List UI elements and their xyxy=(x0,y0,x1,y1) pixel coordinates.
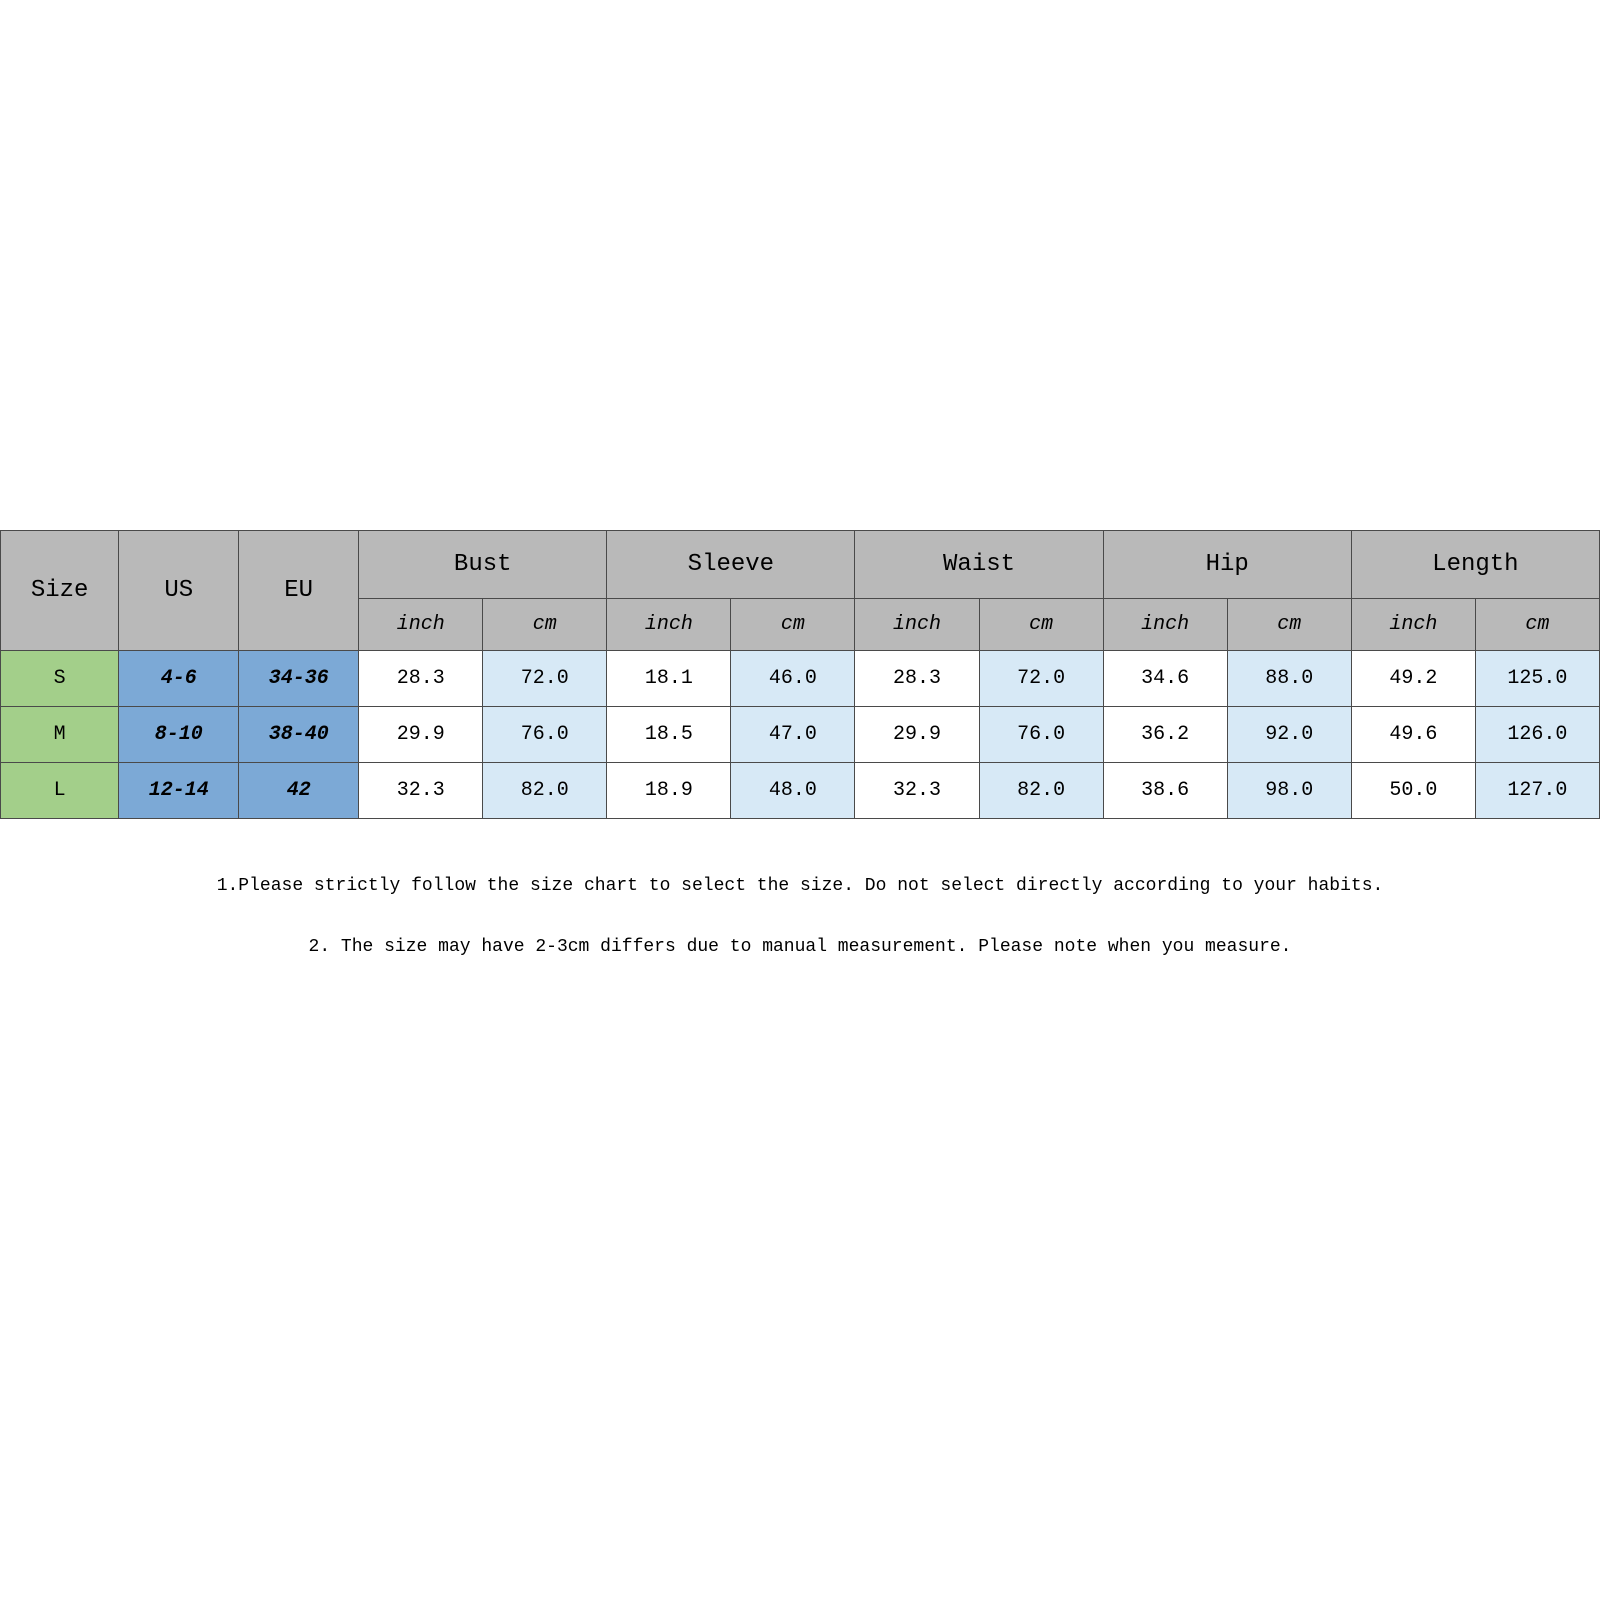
col-size: Size xyxy=(1,531,119,651)
cell-cm: 92.0 xyxy=(1227,707,1351,763)
cell-cm: 46.0 xyxy=(731,651,855,707)
sub-inch: inch xyxy=(1103,599,1227,651)
cell-cm: 72.0 xyxy=(979,651,1103,707)
cell-size: L xyxy=(1,763,119,819)
cell-inch: 32.3 xyxy=(359,763,483,819)
cell-cm: 88.0 xyxy=(1227,651,1351,707)
cell-cm: 48.0 xyxy=(731,763,855,819)
cell-eu: 34-36 xyxy=(239,651,359,707)
sub-inch: inch xyxy=(359,599,483,651)
cell-inch: 28.3 xyxy=(855,651,979,707)
col-hip: Hip xyxy=(1103,531,1351,599)
sub-cm: cm xyxy=(979,599,1103,651)
cell-us: 8-10 xyxy=(119,707,239,763)
col-waist: Waist xyxy=(855,531,1103,599)
cell-inch: 18.9 xyxy=(607,763,731,819)
cell-inch: 32.3 xyxy=(855,763,979,819)
notes: 1.Please strictly follow the size chart … xyxy=(0,863,1600,971)
table-row: L12-144232.382.018.948.032.382.038.698.0… xyxy=(1,763,1600,819)
cell-inch: 34.6 xyxy=(1103,651,1227,707)
sub-inch: inch xyxy=(1351,599,1475,651)
size-chart-table: Size US EU Bust Sleeve Waist Hip Length … xyxy=(0,530,1600,819)
cell-us: 12-14 xyxy=(119,763,239,819)
cell-cm: 98.0 xyxy=(1227,763,1351,819)
cell-size: M xyxy=(1,707,119,763)
cell-inch: 36.2 xyxy=(1103,707,1227,763)
cell-eu: 38-40 xyxy=(239,707,359,763)
sub-inch: inch xyxy=(855,599,979,651)
sub-cm: cm xyxy=(483,599,607,651)
cell-cm: 76.0 xyxy=(483,707,607,763)
cell-inch: 38.6 xyxy=(1103,763,1227,819)
sub-cm: cm xyxy=(731,599,855,651)
cell-cm: 47.0 xyxy=(731,707,855,763)
table-row: M8-1038-4029.976.018.547.029.976.036.292… xyxy=(1,707,1600,763)
cell-inch: 28.3 xyxy=(359,651,483,707)
col-us: US xyxy=(119,531,239,651)
cell-inch: 18.5 xyxy=(607,707,731,763)
cell-inch: 29.9 xyxy=(359,707,483,763)
cell-us: 4-6 xyxy=(119,651,239,707)
cell-cm: 127.0 xyxy=(1475,763,1599,819)
cell-size: S xyxy=(1,651,119,707)
table-row: S4-634-3628.372.018.146.028.372.034.688.… xyxy=(1,651,1600,707)
cell-inch: 49.6 xyxy=(1351,707,1475,763)
cell-cm: 126.0 xyxy=(1475,707,1599,763)
cell-eu: 42 xyxy=(239,763,359,819)
cell-inch: 18.1 xyxy=(607,651,731,707)
sub-cm: cm xyxy=(1227,599,1351,651)
col-sleeve: Sleeve xyxy=(607,531,855,599)
cell-inch: 50.0 xyxy=(1351,763,1475,819)
cell-inch: 29.9 xyxy=(855,707,979,763)
cell-cm: 82.0 xyxy=(979,763,1103,819)
note-1: 1.Please strictly follow the size chart … xyxy=(0,863,1600,910)
note-2: 2. The size may have 2-3cm differs due t… xyxy=(0,924,1600,971)
cell-cm: 76.0 xyxy=(979,707,1103,763)
col-length: Length xyxy=(1351,531,1599,599)
sub-inch: inch xyxy=(607,599,731,651)
header-row-1: Size US EU Bust Sleeve Waist Hip Length xyxy=(1,531,1600,599)
col-bust: Bust xyxy=(359,531,607,599)
cell-cm: 125.0 xyxy=(1475,651,1599,707)
cell-cm: 72.0 xyxy=(483,651,607,707)
cell-cm: 82.0 xyxy=(483,763,607,819)
cell-inch: 49.2 xyxy=(1351,651,1475,707)
col-eu: EU xyxy=(239,531,359,651)
sub-cm: cm xyxy=(1475,599,1599,651)
